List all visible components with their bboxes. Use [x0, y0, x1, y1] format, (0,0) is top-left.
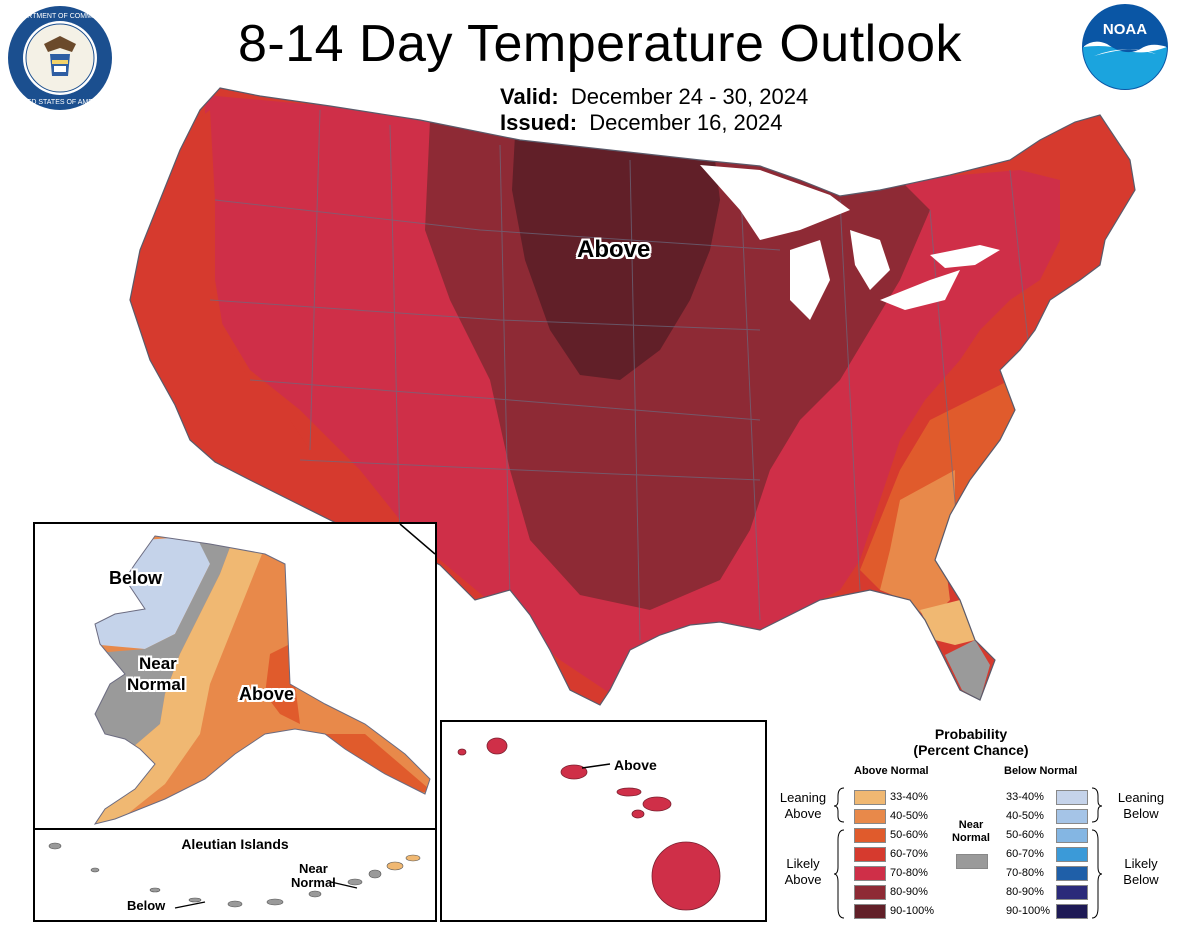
legend-near-line1: Near — [958, 819, 984, 831]
legend-range-above-3: 60-70% — [890, 848, 928, 860]
legend-swatch-below-3 — [1056, 847, 1088, 862]
aleutian-map — [48, 842, 421, 909]
ak-label-below: Below — [109, 568, 163, 588]
ak-label-near: Near — [139, 654, 177, 673]
legend-near-line2: Normal — [952, 832, 990, 844]
legend-swatch-below-1 — [1056, 809, 1088, 824]
aleutian-label-normal: Normal — [291, 875, 336, 890]
legend-swatch-above-6 — [854, 904, 886, 919]
hawaii-label-above: Above — [614, 757, 657, 773]
svg-text:DEPARTMENT OF COMMERCE: DEPARTMENT OF COMMERCE — [9, 13, 112, 20]
alaska-map — [94, 523, 436, 825]
ak-label-normal: Normal — [127, 675, 186, 694]
legend-title-1: Probability — [934, 726, 1008, 742]
alaska-inset: Below Near Normal Above — [33, 522, 437, 832]
legend-likely-above-line2: Above — [784, 872, 822, 887]
issued-label: Issued: — [500, 110, 578, 135]
legend-title-2: (Percent Chance) — [913, 742, 1029, 758]
legend-range-above-6: 90-100% — [890, 905, 935, 917]
svg-text:UNITED STATES OF AMERICA: UNITED STATES OF AMERICA — [10, 99, 110, 106]
legend-likely-below-line2: Below — [1123, 872, 1159, 887]
state-borders — [209, 109, 1031, 641]
commerce-seal-logo: DEPARTMENT OF COMMERCE UNITED STATES OF … — [8, 6, 112, 110]
legend-range-below-6: 90-100% — [1006, 905, 1051, 917]
legend: Probability (Percent Chance) Above Norma… — [770, 722, 1200, 928]
great-lakes — [700, 165, 1000, 320]
legend-leaning-below-line1: Leaning — [1117, 790, 1165, 805]
valid-dates: Valid: December 24 - 30, 2024 — [500, 84, 808, 110]
zone-above-90-100 — [512, 135, 720, 380]
legend-leaning-above-line2: Above — [784, 806, 822, 821]
legend-braces — [833, 787, 1103, 919]
legend-near-header: Near Normal — [948, 819, 994, 845]
legend-likely-below-line1: Likely — [1124, 856, 1158, 871]
legend-swatch-below-4 — [1056, 866, 1088, 881]
legend-swatch-above-3 — [854, 847, 886, 862]
hawaii-inset: Above — [440, 720, 767, 922]
legend-leaning-below: Leaning Below — [1106, 790, 1176, 822]
legend-likely-above-line1: Likely — [786, 856, 820, 871]
legend-range-above-1: 40-50% — [890, 810, 928, 822]
hawaii-map — [457, 737, 721, 911]
legend-above-header: Above Normal — [854, 765, 929, 777]
svg-text:NOAA: NOAA — [1103, 21, 1147, 38]
legend-swatch-above-5 — [854, 885, 886, 900]
legend-likely-below: Likely Below — [1106, 856, 1176, 888]
legend-swatch-below-5 — [1056, 885, 1088, 900]
map-label-above: Above — [577, 236, 651, 263]
legend-swatch-below-0 — [1056, 790, 1088, 805]
legend-swatch-above-1 — [854, 809, 886, 824]
legend-range-below-1: 40-50% — [1006, 810, 1044, 822]
valid-value: December 24 - 30, 2024 — [570, 84, 809, 109]
zone-above-40-50-southeast — [880, 470, 955, 620]
legend-range-below-5: 80-90% — [1006, 886, 1044, 898]
legend-swatch-near-normal — [956, 854, 988, 869]
ak-label-above: Above — [239, 684, 295, 704]
legend-range-above-2: 50-60% — [890, 829, 928, 841]
legend-range-above-4: 70-80% — [890, 867, 928, 879]
legend-range-above-5: 80-90% — [890, 886, 928, 898]
aleutian-inset: Aleutian Islands Near Normal — [33, 828, 437, 922]
legend-range-above-0: 33-40% — [890, 791, 928, 803]
aleutian-label-near: Near — [298, 861, 328, 876]
issued-date: Issued: December 16, 2024 — [500, 110, 783, 136]
legend-swatch-below-6 — [1056, 904, 1088, 919]
legend-below-header: Below Normal — [1004, 765, 1078, 777]
legend-range-below-2: 50-60% — [1006, 829, 1044, 841]
valid-label: Valid: — [500, 84, 559, 109]
legend-leaning-below-line2: Below — [1123, 806, 1159, 821]
legend-leaning-above: Leaning Above — [772, 790, 834, 822]
legend-leaning-above-line1: Leaning — [779, 790, 827, 805]
zone-near-normal-florida — [945, 640, 990, 700]
zone-above-60-70-west — [130, 110, 470, 600]
legend-range-below-4: 70-80% — [1006, 867, 1044, 879]
legend-likely-above: Likely Above — [772, 856, 834, 888]
legend-swatch-above-2 — [854, 828, 886, 843]
legend-swatch-above-4 — [854, 866, 886, 881]
zone-above-33-40-florida — [920, 600, 975, 645]
legend-range-below-0: 33-40% — [1006, 791, 1044, 803]
ak-zone-near-normal — [95, 536, 235, 754]
legend-range-below-3: 60-70% — [1006, 848, 1044, 860]
ak-zone-above-33-40 — [95, 536, 270, 824]
legend-swatch-above-0 — [854, 790, 886, 805]
legend-swatch-below-2 — [1056, 828, 1088, 843]
aleutian-title: Aleutian Islands — [181, 836, 289, 852]
page-title: 8-14 Day Temperature Outlook — [237, 15, 963, 73]
aleutian-label-below: Below — [127, 898, 166, 913]
issued-value: December 16, 2024 — [589, 110, 783, 135]
noaa-logo: NOAA — [1082, 4, 1168, 90]
aleutian-label-near-normal: Near Normal — [291, 862, 336, 890]
